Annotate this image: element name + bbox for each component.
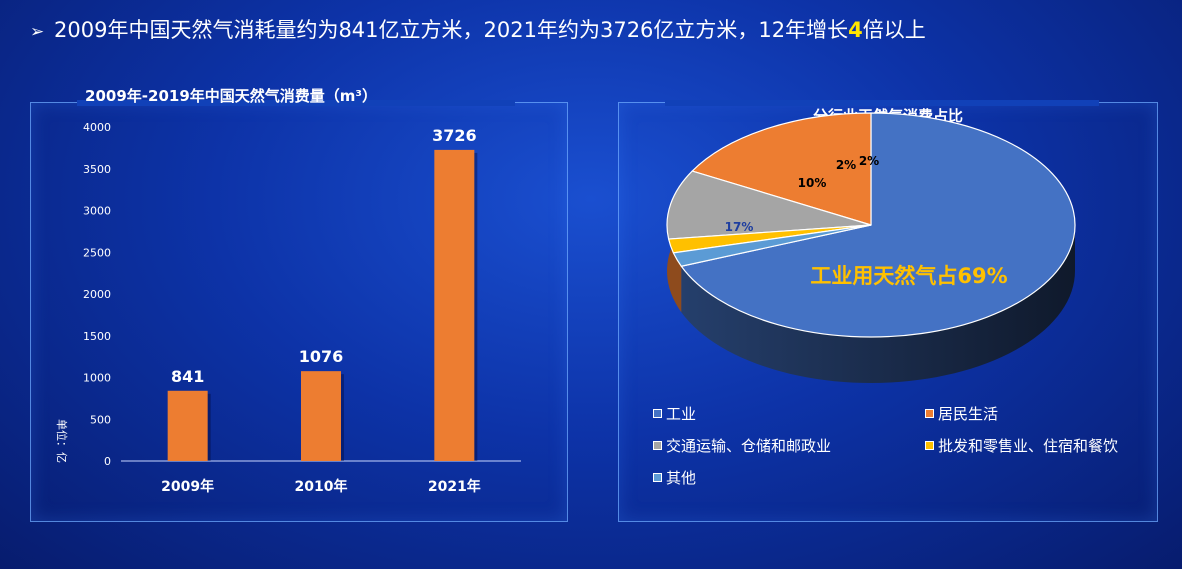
- y-tick-label: 3500: [83, 163, 111, 176]
- pie-side-wall: [681, 225, 1075, 383]
- headline: ➢ 2009年中国天然气消耗量约为841亿立方米，2021年约为3726亿立方米，…: [30, 14, 926, 46]
- pie-data-label: 2%: [859, 154, 879, 168]
- bar-chart: 0 500 1000 1500 2000 2500 3000 3500 4000 单位：亿 841 2…: [55, 121, 521, 495]
- pie-slice: [666, 170, 872, 240]
- legend-label: 其他: [666, 469, 697, 487]
- legend-item: 交通运输、仓储和邮政业: [653, 435, 831, 456]
- bullet-arrow-icon: ➢: [30, 22, 45, 42]
- legend-label: 居民生活: [938, 405, 999, 423]
- legend-label: 批发和零售业、住宿和餐饮: [938, 437, 1119, 455]
- pie-chart: 17% 10% 2% 2% 工业用天然气占69%: [666, 112, 1076, 383]
- y-tick-label: 500: [90, 413, 111, 426]
- bar-data-label: 1076: [299, 347, 344, 366]
- headline-text-end: 倍以上: [862, 18, 926, 42]
- legend-item: 其他: [653, 467, 696, 488]
- bar: [301, 371, 341, 461]
- pie-slice: [672, 224, 872, 267]
- bar-data-label: 841: [171, 367, 204, 386]
- bar-data-label: 3726: [432, 126, 477, 145]
- bar-chart-title: 2009年-2019年中国天然气消费量（m³）: [85, 87, 377, 105]
- y-tick-label: 3000: [83, 205, 111, 218]
- headline-highlight: 4: [848, 18, 863, 42]
- pie-chart-panel: 分行业天然气消费占比 17%10%2%2%工业用天然气占69% 工业居民生活交通…: [618, 100, 1158, 522]
- x-tick-label: 2010年: [295, 478, 348, 495]
- pie-annotation: 工业用天然气占69%: [810, 264, 1007, 288]
- bar: [167, 390, 208, 461]
- pie-data-label: 10%: [798, 176, 827, 190]
- legend-swatch: [653, 473, 662, 482]
- pie-slice: [680, 112, 1076, 338]
- y-tick-label: 0: [104, 455, 111, 468]
- y-axis-label: 单位：亿: [55, 419, 69, 463]
- y-tick-label: 1000: [83, 372, 111, 385]
- legend-item: 居民生活: [925, 403, 998, 424]
- legend-swatch: [653, 409, 662, 418]
- y-tick-label: 2500: [83, 246, 111, 259]
- y-tick-label: 2000: [83, 288, 111, 301]
- bar: [434, 149, 475, 461]
- y-tick-label: 1500: [83, 330, 111, 343]
- bar-chart-panel: 2009年-2019年中国天然气消费量（m³） 0 500 1000 1500 2000…: [30, 87, 568, 522]
- legend-swatch: [925, 409, 934, 418]
- headline-text: 2009年中国天然气消耗量约为841亿立方米，2021年约为3726亿立方米，1…: [54, 18, 849, 42]
- x-tick-label: 2021年: [428, 478, 481, 495]
- pie-data-label: 2%: [836, 158, 856, 172]
- y-tick-label: 4000: [83, 121, 111, 134]
- legend-item: 批发和零售业、住宿和餐饮: [925, 435, 1118, 456]
- pie-data-label: 17%: [725, 220, 754, 234]
- legend-swatch: [653, 441, 662, 450]
- pie-slice: [691, 112, 872, 226]
- legend-item: 工业: [653, 403, 696, 424]
- x-tick-label: 2009年: [161, 478, 214, 495]
- legend-label: 工业: [666, 405, 697, 423]
- legend-label: 交通运输、仓储和邮政业: [666, 437, 832, 455]
- legend-swatch: [925, 441, 934, 450]
